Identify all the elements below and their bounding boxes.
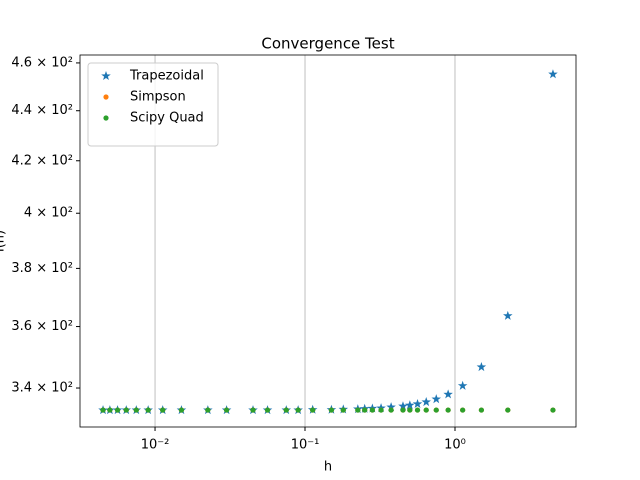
- point: [369, 407, 375, 413]
- legend-box: [87, 62, 219, 147]
- point: [476, 362, 487, 372]
- point: [460, 407, 466, 413]
- legend-label: Trapezoidal: [129, 69, 204, 84]
- point: [398, 401, 408, 411]
- y-tick-label: 4.6 × 10²: [11, 55, 73, 70]
- point: [160, 407, 166, 413]
- point: [107, 407, 113, 413]
- point: [400, 407, 406, 413]
- y-tick-label: 3.6 × 10²: [11, 319, 73, 334]
- point: [328, 407, 335, 413]
- point: [123, 407, 129, 413]
- point: [443, 389, 453, 399]
- point: [423, 407, 429, 413]
- point: [503, 310, 513, 320]
- x-axis-label: h: [324, 460, 332, 475]
- point: [223, 407, 230, 413]
- point: [103, 94, 109, 100]
- legend-label: Simpson: [130, 90, 186, 105]
- y-tick-label: 4 × 10²: [24, 206, 73, 221]
- point: [100, 407, 106, 413]
- point: [386, 402, 396, 412]
- x-tick-label: 10⁻¹: [291, 438, 320, 453]
- point: [431, 394, 442, 404]
- point: [505, 407, 511, 413]
- x-tick-label: 10⁻²: [141, 438, 170, 453]
- point: [103, 115, 109, 121]
- x-tick-label: 10⁰: [444, 438, 466, 453]
- y-tick-label: 3.8 × 10²: [11, 261, 73, 276]
- point: [295, 407, 301, 413]
- point: [457, 380, 468, 390]
- point: [407, 407, 413, 413]
- y-tick-label: 4.4 × 10²: [11, 103, 73, 118]
- point: [433, 407, 439, 413]
- chart-title: Convergence Test: [261, 35, 394, 53]
- point: [412, 398, 423, 409]
- point: [283, 407, 289, 413]
- point: [114, 407, 121, 413]
- point: [250, 407, 256, 413]
- point: [205, 407, 211, 413]
- point: [133, 407, 139, 413]
- y-axis-label: I(h): [0, 230, 8, 252]
- point: [145, 407, 151, 413]
- point: [178, 407, 185, 413]
- point: [548, 69, 558, 79]
- point: [264, 407, 271, 413]
- y-tick-label: 4.2 × 10²: [11, 153, 73, 168]
- point: [445, 407, 451, 413]
- point: [414, 407, 421, 413]
- point: [101, 71, 111, 81]
- point: [310, 407, 316, 413]
- point: [340, 407, 346, 413]
- point: [378, 407, 384, 413]
- point: [478, 407, 484, 413]
- point: [388, 407, 394, 413]
- plot-frame: [79, 54, 577, 428]
- point: [550, 407, 556, 413]
- point: [355, 407, 361, 413]
- y-tick-label: 3.4 × 10²: [11, 381, 73, 396]
- point: [421, 397, 431, 407]
- point: [362, 407, 368, 413]
- legend-label: Scipy Quad: [130, 111, 204, 126]
- point: [405, 400, 415, 410]
